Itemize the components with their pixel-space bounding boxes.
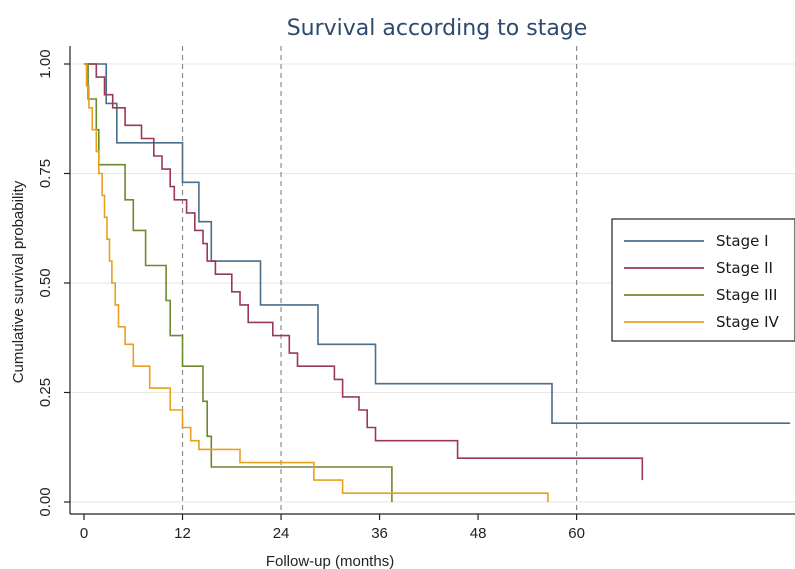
grid-layer — [70, 63, 795, 503]
y-tick-label: 0.50 — [37, 268, 54, 297]
series-line-2 — [84, 63, 644, 481]
series-line-4 — [84, 63, 549, 502]
series-line-1 — [84, 63, 791, 425]
x-axis-label: Follow-up (months) — [266, 553, 394, 569]
x-tick-label: 48 — [470, 525, 487, 542]
y-tick-label: 0.75 — [37, 159, 54, 188]
reference-lines — [181, 46, 578, 514]
legend-label-4: Stage IV — [716, 313, 780, 331]
legend-label-2: Stage II — [716, 259, 773, 277]
chart-title: Survival according to stage — [287, 16, 588, 41]
legend-label-1: Stage I — [716, 232, 769, 250]
x-tick-label: 12 — [174, 525, 191, 542]
series-lines — [84, 63, 791, 502]
legend: Stage I Stage II Stage III Stage IV — [611, 218, 795, 342]
x-tick-label: 0 — [80, 525, 88, 542]
y-tick-label: 1.00 — [37, 49, 54, 78]
x-tick-label: 60 — [568, 525, 585, 542]
legend-label-3: Stage III — [716, 286, 777, 304]
y-tick-label: 0.00 — [37, 487, 54, 516]
y-axis-label: Cumulative survival probability — [10, 180, 27, 383]
axes: 0.00 0.25 0.50 0.75 1.00 0 12 24 36 48 60 — [37, 46, 795, 542]
x-tick-label: 24 — [273, 525, 290, 542]
legend-box — [611, 218, 795, 342]
x-tick-label: 36 — [371, 525, 388, 542]
y-tick-label: 0.25 — [37, 378, 54, 407]
series-line-3 — [84, 63, 393, 502]
